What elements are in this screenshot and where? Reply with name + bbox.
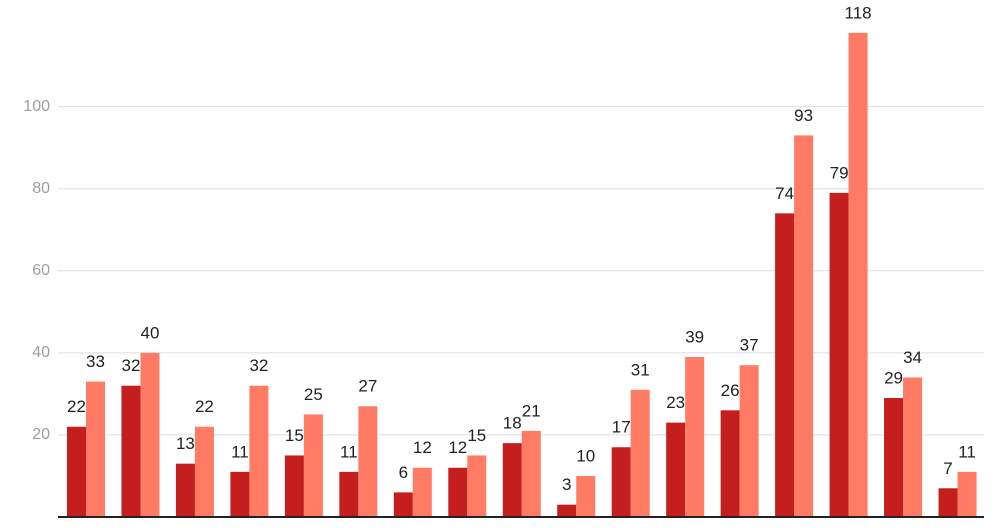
bar [829,192,849,517]
value-label: 25 [304,385,323,404]
bar [903,377,923,517]
bar [884,398,904,517]
bar [86,381,105,517]
bar [448,467,468,517]
value-label: 15 [285,426,304,445]
value-label: 11 [958,442,976,461]
value-label: 6 [399,463,408,482]
bar [140,352,160,517]
bar [230,471,250,517]
bar [249,385,269,517]
value-label: 39 [685,327,704,346]
value-label: 3 [562,475,571,494]
value-label: 32 [122,356,141,375]
bar [685,356,705,517]
bar [284,455,304,517]
value-label: 21 [522,401,541,420]
value-label: 74 [775,184,794,203]
bar [630,389,650,517]
value-label: 33 [86,352,105,371]
value-label: 29 [884,368,903,387]
bar [303,414,323,517]
bar [720,410,740,517]
value-label: 23 [666,393,685,412]
bar [938,488,958,517]
y-tick-label: 80 [32,180,50,197]
bar [611,447,631,517]
bar [557,504,577,517]
bar [794,135,814,517]
value-label: 32 [249,356,268,375]
value-label: 34 [903,348,922,367]
value-label: 118 [845,3,872,22]
bar [358,406,378,517]
value-label: 22 [67,397,86,416]
value-label: 37 [740,336,759,355]
value-label: 18 [503,414,522,433]
bar [576,475,596,517]
bar [194,426,214,517]
bar [957,471,977,517]
value-label: 17 [612,418,631,437]
bar [775,213,795,517]
bar [121,385,141,517]
value-label: 79 [830,163,849,182]
y-tick-label: 60 [32,262,50,279]
bar [666,422,686,517]
value-label: 22 [195,397,214,416]
bar [393,492,413,517]
value-label: 27 [358,377,377,396]
bar [339,471,359,517]
bar [175,463,195,517]
value-label: 13 [176,434,195,453]
value-label: 10 [576,446,595,465]
bar [467,455,487,517]
y-tick-label: 40 [32,344,50,361]
y-tick-label: 20 [32,426,50,443]
bar [412,467,432,517]
value-label: 40 [141,323,160,342]
value-label: 7 [943,459,952,478]
bar [521,430,541,517]
value-label: 11 [231,442,249,461]
value-label: 31 [631,360,650,379]
value-label: 12 [448,438,467,457]
value-label: 12 [413,438,432,457]
value-label: 11 [340,442,358,461]
bar [502,443,522,517]
value-label: 93 [794,106,813,125]
bar [739,365,759,517]
y-tick-label: 100 [23,98,50,115]
bar [848,32,868,517]
value-label: 26 [721,381,740,400]
bar [67,426,86,517]
value-label: 15 [467,426,486,445]
